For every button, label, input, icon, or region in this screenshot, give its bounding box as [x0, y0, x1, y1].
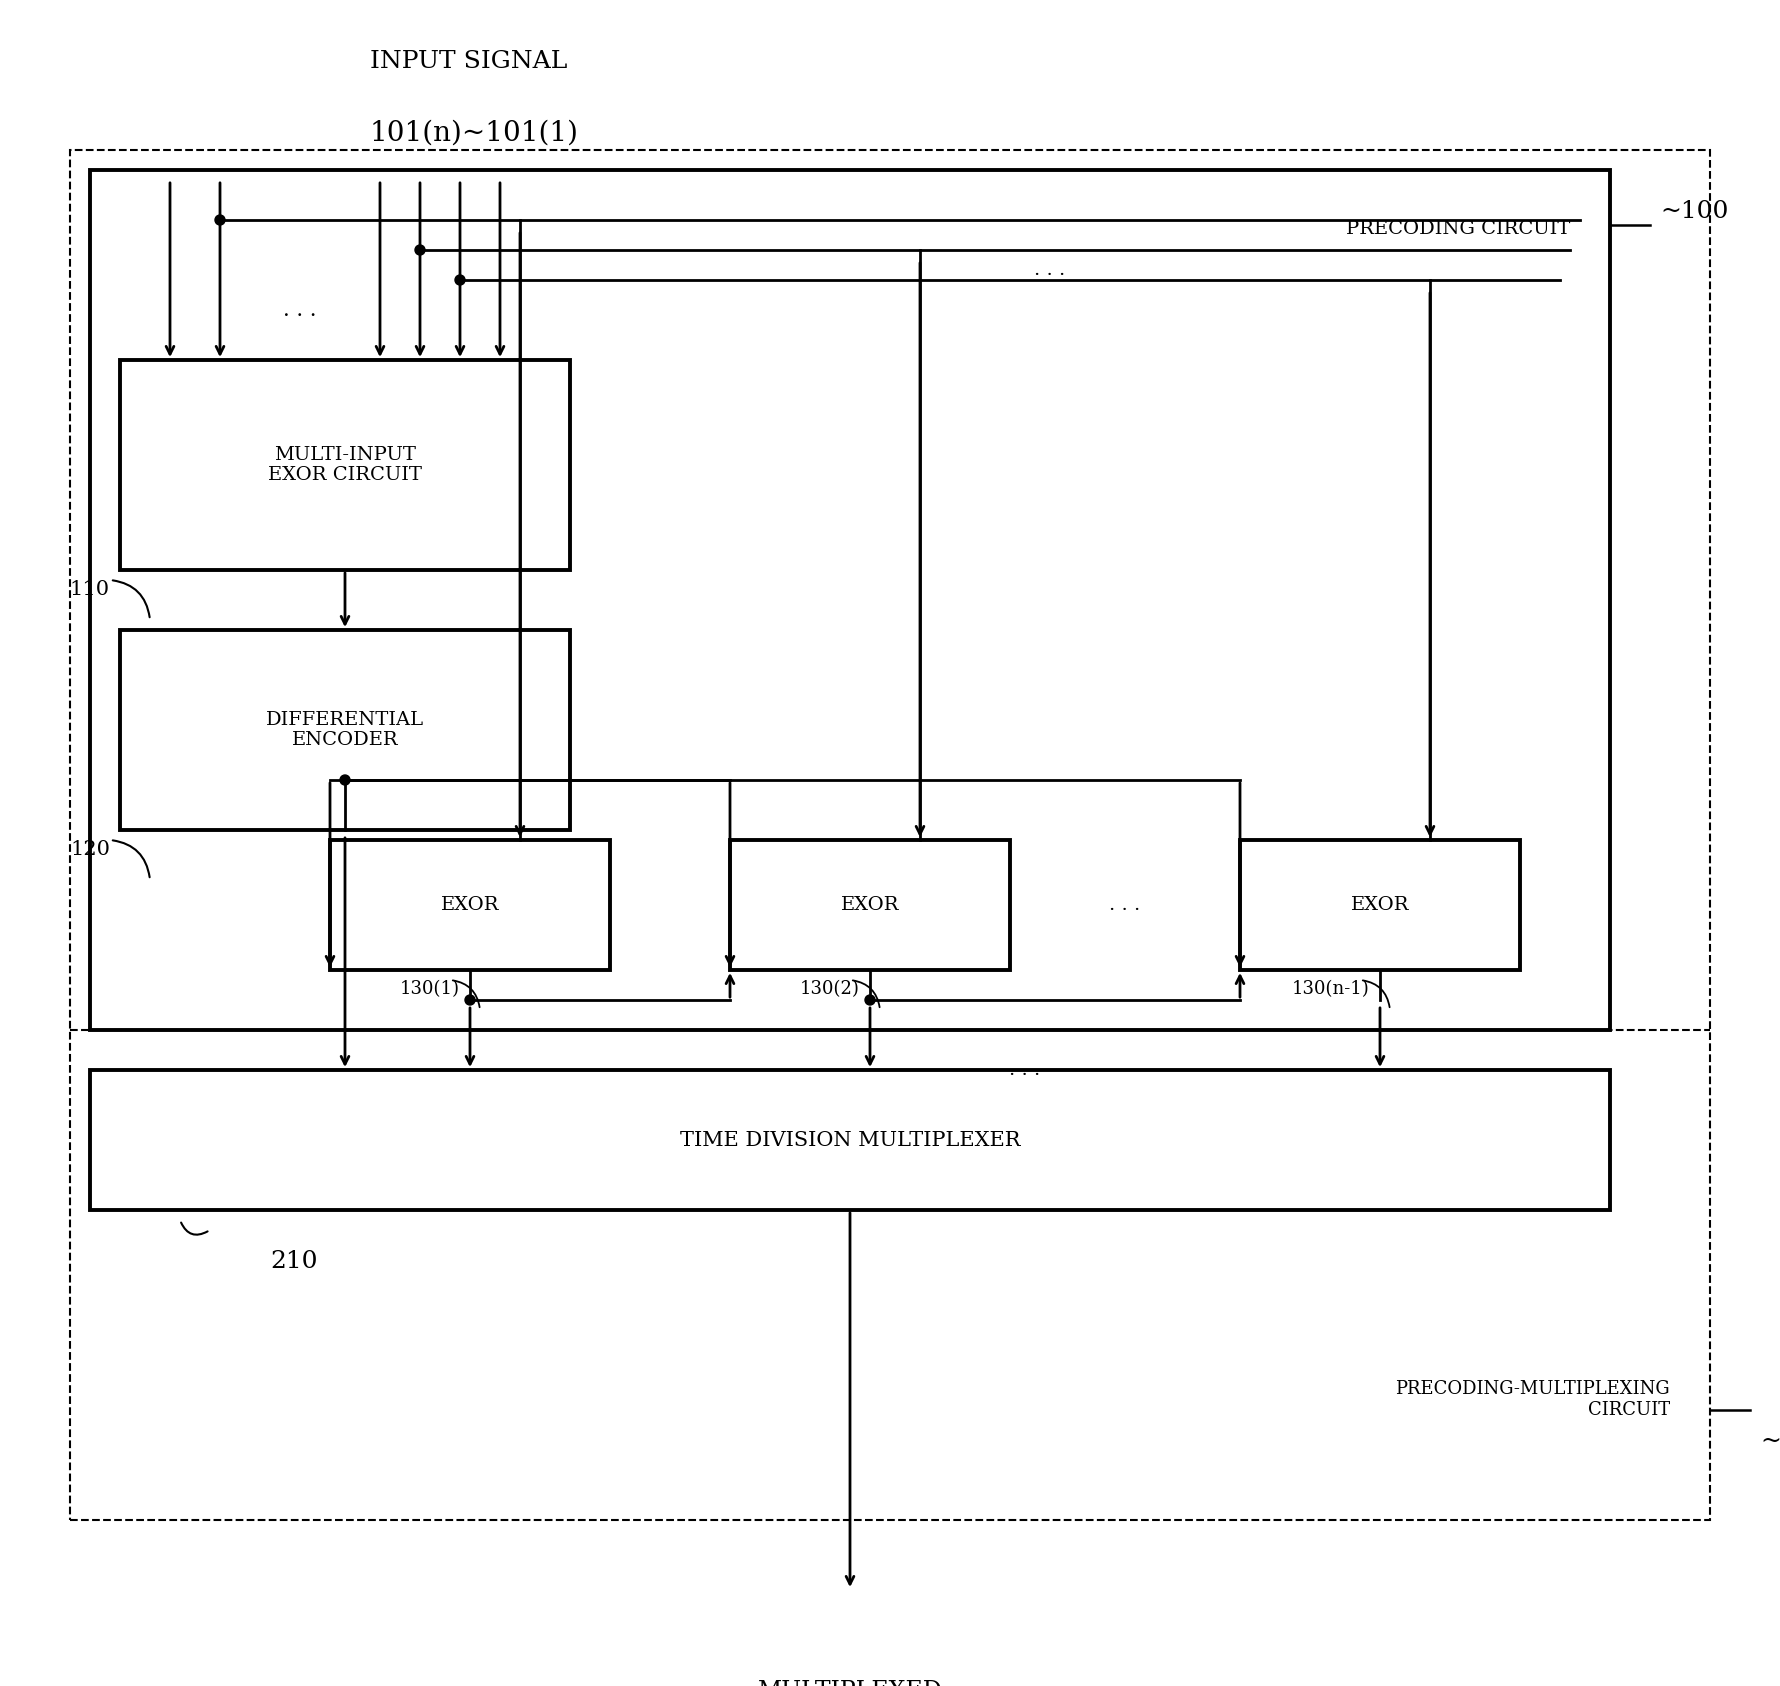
Circle shape	[456, 275, 465, 285]
Bar	[119, 361, 570, 570]
Circle shape	[215, 216, 224, 224]
Text: . . .: . . .	[1109, 895, 1141, 914]
Text: ~100: ~100	[1661, 201, 1728, 223]
Text: 110: 110	[69, 580, 110, 599]
Text: 130(n-1): 130(n-1)	[1292, 980, 1371, 998]
Text: TIME DIVISION MULTIPLEXER: TIME DIVISION MULTIPLEXER	[680, 1131, 1020, 1150]
Text: MULTIPLEXED
OUTPUT: MULTIPLEXED OUTPUT	[758, 1679, 942, 1686]
Text: EXOR: EXOR	[1351, 895, 1410, 914]
Text: DIFFERENTIAL
ENCODER: DIFFERENTIAL ENCODER	[265, 710, 424, 749]
Text: MULTI-INPUT
EXOR CIRCUIT: MULTI-INPUT EXOR CIRCUIT	[269, 445, 422, 484]
Text: EXOR: EXOR	[441, 895, 498, 914]
Circle shape	[465, 995, 475, 1005]
Bar	[329, 840, 611, 969]
Circle shape	[415, 244, 425, 255]
Text: . . .: . . .	[1034, 261, 1066, 278]
Circle shape	[340, 776, 351, 786]
Bar	[730, 840, 1009, 969]
Text: PRECODING-MULTIPLEXING
CIRCUIT: PRECODING-MULTIPLEXING CIRCUIT	[1396, 1381, 1670, 1420]
Text: 130(1): 130(1)	[400, 980, 459, 998]
Circle shape	[865, 995, 876, 1005]
Text: INPUT SIGNAL: INPUT SIGNAL	[370, 51, 568, 72]
Text: 130(2): 130(2)	[801, 980, 860, 998]
Bar	[1241, 840, 1520, 969]
Text: . . .: . . .	[1009, 1060, 1041, 1079]
Text: EXOR: EXOR	[840, 895, 899, 914]
Bar	[91, 170, 1609, 1030]
Bar	[119, 631, 570, 830]
Bar	[91, 1071, 1609, 1211]
Text: ~200: ~200	[1760, 1430, 1780, 1453]
Text: . . .: . . .	[283, 300, 317, 320]
Text: PRECODING CIRCUIT: PRECODING CIRCUIT	[1346, 219, 1570, 238]
Text: 210: 210	[271, 1249, 317, 1273]
Text: 101(n)~101(1): 101(n)~101(1)	[370, 120, 578, 147]
Bar	[69, 150, 1711, 1521]
Text: 120: 120	[69, 840, 110, 858]
